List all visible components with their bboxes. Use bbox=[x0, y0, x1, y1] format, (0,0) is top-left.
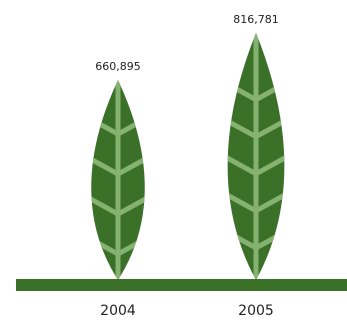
ground-baseline bbox=[16, 279, 347, 291]
leaf-bar-2004 bbox=[91, 80, 145, 280]
value-label: 660,895 bbox=[95, 60, 141, 73]
value-labels: 660,895 816,781 bbox=[95, 13, 279, 73]
leaf-veins bbox=[91, 80, 145, 280]
category-label: 2004 bbox=[100, 303, 136, 319]
value-label: 816,781 bbox=[233, 13, 279, 26]
category-labels: 2004 2005 bbox=[100, 303, 274, 319]
leaf-veins bbox=[227, 33, 285, 280]
category-label: 2005 bbox=[238, 303, 274, 319]
leaf-bar-2005 bbox=[227, 33, 285, 280]
